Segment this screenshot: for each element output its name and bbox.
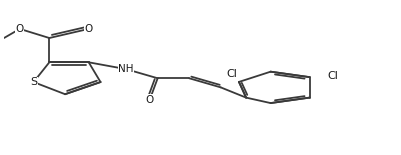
Text: O: O <box>84 24 93 34</box>
Text: S: S <box>30 77 37 87</box>
Text: O: O <box>16 24 24 34</box>
Text: NH: NH <box>118 64 134 74</box>
Text: Cl: Cl <box>327 71 338 81</box>
Text: Cl: Cl <box>226 69 237 79</box>
Text: O: O <box>145 95 154 104</box>
